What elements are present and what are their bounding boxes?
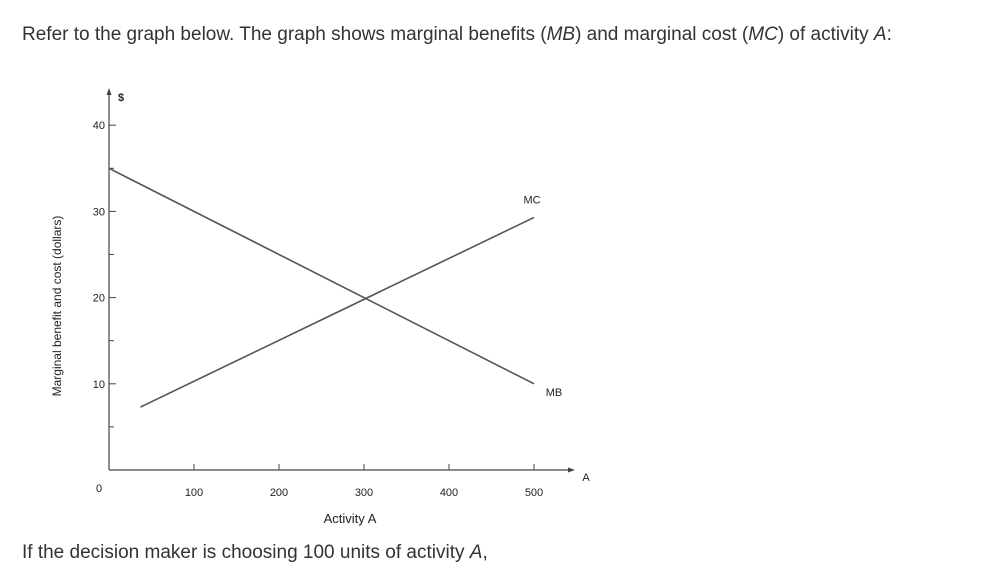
y-tick-label-30: 30 — [93, 206, 105, 218]
y-tick-label-40: 40 — [93, 120, 105, 132]
chart-series: MB MC — [108, 167, 563, 408]
question-part-3: ) of activity — [777, 24, 874, 45]
question-part-2: ) and marginal cost ( — [575, 24, 749, 45]
question-activity-letter: A — [873, 24, 887, 45]
y-axis-label: Marginal benefit and cost (dollars) — [50, 216, 64, 397]
followup-activity-letter: A — [469, 542, 483, 563]
followup-part-1: If the decision maker is choosing 100 un… — [22, 542, 470, 563]
x-tick-label-200: 200 — [270, 487, 288, 499]
question-text: Refer to the graph below. The graph show… — [22, 24, 892, 46]
question-mb-abbrev: MB — [546, 24, 576, 45]
series-line-mc — [140, 216, 535, 408]
y-axis-arrow — [106, 88, 112, 95]
y-tick-label-10: 10 — [93, 379, 105, 391]
followup-text: If the decision maker is choosing 100 un… — [22, 542, 488, 564]
origin-label: 0 — [96, 483, 102, 495]
series-label-mb: MB — [546, 387, 563, 399]
x-tick-label-100: 100 — [185, 487, 203, 499]
chart-axes — [106, 88, 575, 473]
question-part-4: : — [886, 24, 892, 45]
x-tick-label-300: 300 — [355, 487, 373, 499]
y-axis-dollar-label: $ — [118, 92, 124, 104]
x-axis-label: Activity A — [324, 511, 377, 526]
x-tick-label-500: 500 — [525, 487, 543, 499]
x-axis-end-label: A — [582, 472, 590, 484]
series-label-mc: MC — [523, 194, 540, 206]
chart-ticks: 10 20 30 40 100 200 300 400 500 — [93, 120, 543, 499]
followup-part-2: , — [482, 542, 488, 563]
y-tick-label-20: 20 — [93, 293, 105, 305]
mb-mc-chart: 10 20 30 40 100 200 300 400 500 MB MC Marginal be… — [50, 88, 590, 526]
question-part-1: Refer to the graph below. The graph show… — [22, 24, 547, 45]
x-axis-arrow — [568, 467, 575, 473]
series-line-mb — [108, 167, 535, 385]
question-mc-abbrev: MC — [748, 24, 778, 45]
x-tick-label-400: 400 — [440, 487, 458, 499]
